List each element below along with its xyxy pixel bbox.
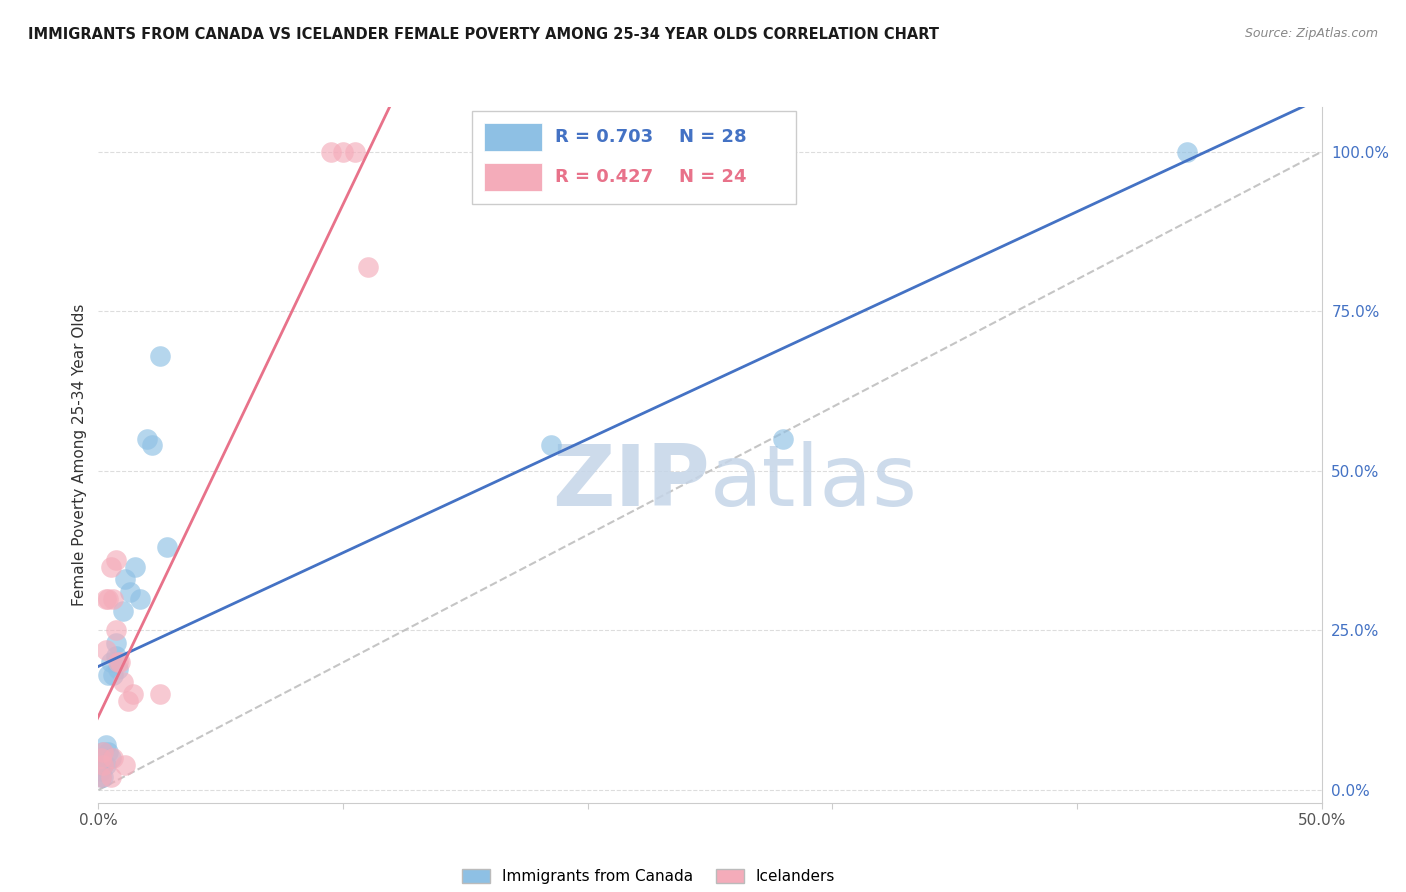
Point (110, 656, 132, 670)
Point (107, 656, 129, 670)
Point (101, 591, 124, 606)
Point (94, 757, 117, 772)
Text: atlas: atlas (710, 442, 918, 524)
Point (104, 636, 127, 650)
Point (149, 687, 172, 701)
Point (91, 770, 114, 784)
Point (124, 559, 146, 574)
Point (97, 745, 120, 759)
Point (91, 745, 114, 759)
Point (104, 624, 127, 638)
Point (114, 757, 136, 772)
Point (90, 770, 112, 784)
Point (100, 656, 122, 670)
Point (114, 573, 136, 587)
Text: Source: ZipAtlas.com: Source: ZipAtlas.com (1244, 27, 1378, 40)
Point (540, 438, 562, 452)
Point (91, 745, 114, 759)
Point (97, 668, 120, 682)
FancyBboxPatch shape (484, 123, 543, 151)
Legend: Immigrants from Canada, Icelanders: Immigrants from Canada, Icelanders (457, 863, 841, 890)
Point (91, 757, 114, 772)
Text: ZIP: ZIP (553, 442, 710, 524)
Point (100, 770, 122, 784)
Point (94, 642, 117, 657)
Point (356, 260, 378, 274)
Point (101, 668, 124, 682)
Point (772, 432, 794, 446)
Point (90, 770, 112, 784)
Point (111, 604, 134, 618)
Text: N = 28: N = 28 (679, 128, 747, 146)
Point (319, 145, 342, 159)
Y-axis label: Female Poverty Among 25-34 Year Olds: Female Poverty Among 25-34 Year Olds (72, 304, 87, 606)
Point (100, 559, 122, 574)
Point (136, 432, 159, 446)
Point (117, 694, 139, 708)
Text: IMMIGRANTS FROM CANADA VS ICELANDER FEMALE POVERTY AMONG 25-34 YEAR OLDS CORRELA: IMMIGRANTS FROM CANADA VS ICELANDER FEMA… (28, 27, 939, 42)
Point (97, 591, 120, 606)
Point (94, 591, 117, 606)
Point (149, 349, 172, 363)
Point (1175, 145, 1198, 159)
Point (141, 438, 163, 452)
Point (129, 591, 152, 606)
FancyBboxPatch shape (484, 162, 543, 191)
Point (121, 687, 143, 701)
Point (107, 662, 129, 676)
Point (104, 648, 127, 663)
Point (90, 764, 112, 778)
Point (332, 145, 354, 159)
FancyBboxPatch shape (471, 111, 796, 204)
Point (94, 739, 117, 753)
Text: N = 24: N = 24 (679, 168, 747, 186)
Point (91, 757, 114, 772)
Text: R = 0.703: R = 0.703 (555, 128, 652, 146)
Point (101, 751, 124, 765)
Point (90, 751, 112, 765)
Text: R = 0.427: R = 0.427 (555, 168, 652, 186)
Point (104, 553, 127, 567)
Point (111, 674, 134, 689)
Point (120, 585, 142, 599)
Point (90, 751, 112, 765)
Point (344, 145, 367, 159)
Point (100, 751, 122, 765)
Point (156, 541, 179, 555)
